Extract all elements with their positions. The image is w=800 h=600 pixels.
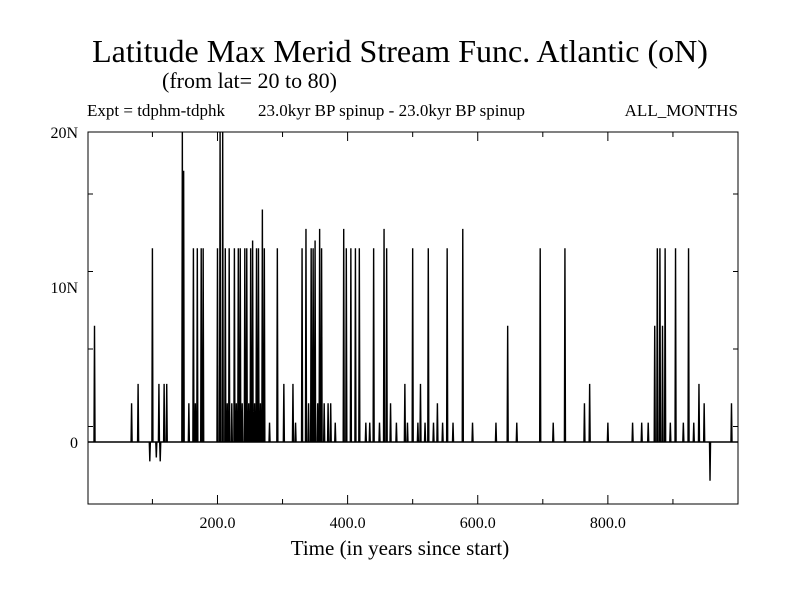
runs-label: 23.0kyr BP spinup - 23.0kyr BP spinup	[258, 101, 525, 120]
y-tick-label: 20N	[50, 125, 78, 142]
y-tick-label: 0	[70, 435, 78, 452]
series-line	[88, 131, 738, 481]
chart-title: Latitude Max Merid Stream Func. Atlantic…	[92, 33, 708, 69]
x-tick-label: 800.0	[590, 515, 626, 532]
x-axis-label: Time (in years since start)	[290, 536, 510, 560]
x-tick-label: 400.0	[330, 515, 366, 532]
y-tick-label: 10N	[50, 280, 78, 297]
experiment-label: Expt = tdphm-tdphk	[87, 101, 226, 120]
chart-subtitle: (from lat= 20 to 80)	[162, 68, 337, 93]
x-tick-label: 600.0	[460, 515, 496, 532]
months-label: ALL_MONTHS	[624, 101, 738, 120]
x-tick-label: 200.0	[199, 515, 235, 532]
